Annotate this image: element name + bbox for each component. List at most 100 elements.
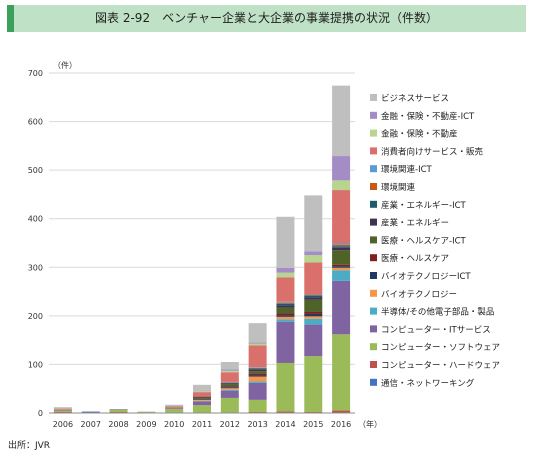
bar-segment	[304, 262, 323, 294]
legend-swatch	[370, 129, 377, 137]
grid-lines	[49, 72, 355, 365]
bar-segment	[165, 406, 184, 408]
bar-segment	[53, 409, 72, 411]
bar-segment	[220, 372, 239, 382]
bar-segment	[304, 255, 323, 263]
bar-segment	[220, 389, 239, 391]
bar-segment	[220, 369, 239, 371]
bar-segment	[332, 267, 351, 271]
x-tick-label: 2008	[108, 420, 128, 429]
legend-swatch	[370, 165, 377, 173]
bar-segment	[276, 362, 295, 412]
bar-segment	[165, 409, 184, 413]
legend-swatch	[370, 378, 377, 386]
bar-segment	[332, 280, 351, 335]
legend-label: ビジネスサービス	[381, 94, 449, 104]
legend-swatch	[370, 307, 377, 315]
bar-segment	[332, 243, 351, 245]
legend-label: 消費者向けサービス・販売	[381, 146, 484, 157]
bar-segment	[248, 323, 267, 343]
bar-segment	[304, 324, 323, 357]
bar-segment	[220, 383, 239, 385]
chart-title: 図表 2-92 ベンチャー企業と大企業の事業提携の状況（件数）	[95, 11, 438, 25]
bar-segment	[248, 345, 267, 368]
x-tick-label: 2012	[220, 420, 240, 429]
x-tick-label: 2006	[53, 420, 73, 429]
bar-segment	[332, 334, 351, 411]
title-accent	[7, 5, 14, 32]
source-note: 出所：JVR	[8, 441, 51, 451]
bar-segment	[248, 375, 267, 377]
bar-segment	[332, 266, 351, 268]
legend-label: 環境関連-ICT	[381, 164, 433, 175]
bar-segment	[332, 270, 351, 281]
bar-segment	[332, 410, 351, 413]
bar-segment	[53, 410, 72, 413]
bar-segment	[332, 264, 351, 267]
bar-segment	[248, 342, 267, 344]
bar-segment	[193, 399, 211, 401]
bar-segment	[276, 315, 295, 317]
bar-segment	[304, 316, 323, 319]
bar-segment	[248, 381, 267, 383]
bar-segment	[53, 407, 72, 409]
y-tick-label: 300	[28, 263, 43, 272]
bar-segment	[276, 321, 295, 363]
bar-segment	[276, 319, 295, 322]
legend-label: 医療・ヘルスケア	[381, 253, 449, 264]
legend-label: 半導体/その他電子部品・製品	[381, 307, 494, 318]
bar-segment	[193, 405, 211, 413]
bar-segment	[304, 294, 323, 296]
legend-swatch	[370, 272, 377, 279]
bar-segment	[332, 85, 351, 157]
x-tick-label: 2016	[331, 420, 351, 429]
bar-segment	[304, 311, 323, 314]
y-tick-label: 400	[28, 215, 43, 224]
x-tick-label: 2010	[164, 420, 184, 429]
legend-label: 通信・ネットワーキング	[381, 378, 475, 389]
bar-segment	[220, 362, 239, 370]
bar-segment	[276, 267, 295, 273]
x-tick-label: 2014	[275, 420, 295, 429]
bar-segment	[248, 371, 267, 374]
legend-label: コンピューター・ITサービス	[381, 325, 491, 335]
bar-segment	[304, 297, 323, 300]
bar-segment	[304, 295, 323, 298]
legend-label: コンピューター・ソフトウェア	[381, 343, 500, 353]
bar-segment	[220, 386, 239, 388]
bar-segment	[332, 156, 351, 181]
bar-segment	[248, 343, 267, 346]
legend-swatch	[370, 94, 377, 101]
legend-label: 金融・保険・不動産-ICT	[381, 111, 475, 122]
legend-label: 環境関連	[381, 182, 416, 193]
y-tick-label: 500	[28, 166, 43, 175]
bar-segment	[220, 390, 239, 398]
bar-segment	[304, 195, 323, 252]
bar-segment	[276, 301, 295, 303]
bar-segment	[220, 388, 239, 390]
bar-segment	[276, 313, 295, 316]
legend-swatch	[370, 183, 377, 190]
bar-segment	[248, 368, 267, 370]
axes: 0 100 200 300 400 500 600 700 （件） （年） 2006 2007 2008…	[28, 60, 382, 429]
legend-label: 金融・保険・不動産	[381, 129, 458, 140]
bar-segment	[304, 251, 323, 256]
bar-segment	[109, 409, 128, 413]
x-tick-label: 2013	[247, 420, 267, 429]
legend-swatch	[370, 325, 377, 333]
legend-swatch	[370, 147, 377, 155]
legend-label: バイオテクノロジー	[381, 290, 457, 300]
bar-segment	[332, 244, 351, 247]
bar-segment	[276, 302, 295, 304]
bar-segment	[193, 392, 211, 397]
bar-segment	[248, 399, 267, 413]
bar-segment	[165, 408, 184, 410]
bar-segment	[248, 369, 267, 372]
bar-segment	[304, 294, 323, 295]
y-tick-label: 0	[38, 409, 43, 418]
legend-label: バイオテクノロジーICT	[381, 272, 471, 282]
bar-segment	[332, 180, 351, 191]
legend-swatch	[370, 200, 377, 208]
